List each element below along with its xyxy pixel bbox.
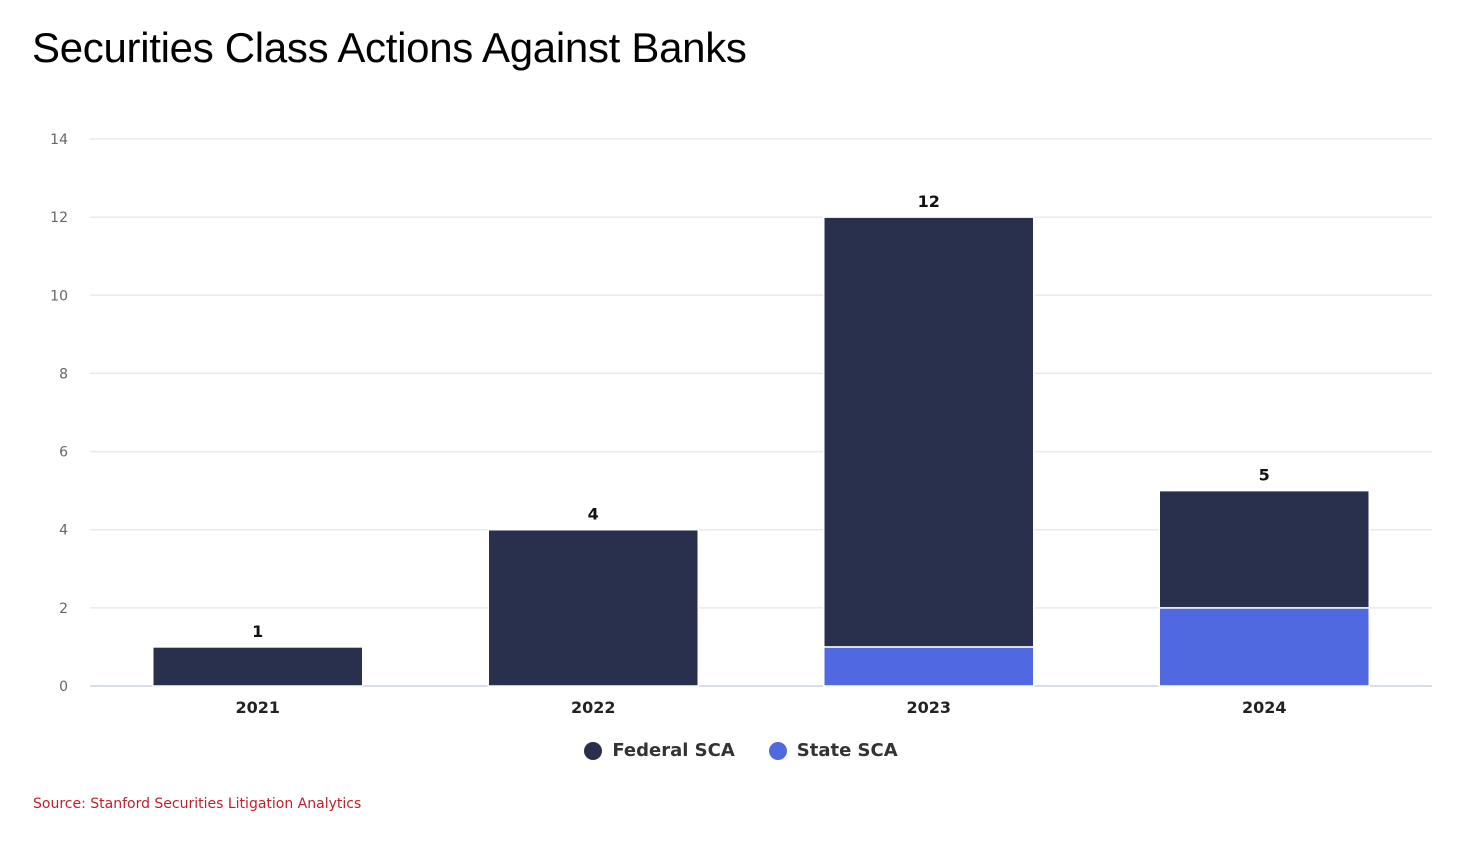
data-label: 1 xyxy=(252,622,263,641)
legend-item-federal[interactable]: Federal SCA xyxy=(584,740,735,761)
bar-segment-federal-sca[interactable] xyxy=(1158,489,1370,609)
bar-segment-state-sca[interactable] xyxy=(1158,607,1370,687)
legend-swatch-state xyxy=(768,741,787,760)
x-category-label: 2021 xyxy=(235,698,280,717)
legend-swatch-federal xyxy=(584,741,603,760)
x-category-label: 2023 xyxy=(906,698,951,717)
bar-segment-state-sca[interactable] xyxy=(823,646,1035,687)
y-tick-label: 2 xyxy=(59,601,68,617)
x-axis-categories: 2021 2022 2023 2024 xyxy=(235,698,1286,717)
data-label: 12 xyxy=(918,192,940,211)
y-tick-label: 8 xyxy=(59,366,68,382)
bar-segment-federal-sca[interactable] xyxy=(487,528,699,687)
bars xyxy=(152,216,1370,687)
y-tick-label: 0 xyxy=(59,679,68,695)
legend-label-federal: Federal SCA xyxy=(612,740,735,761)
bar-segment-federal-sca[interactable] xyxy=(152,646,364,687)
x-category-label: 2022 xyxy=(571,698,616,717)
y-tick-label: 6 xyxy=(59,445,68,461)
legend: Federal SCA State SCA xyxy=(0,740,1468,761)
data-label: 4 xyxy=(588,505,599,524)
x-category-label: 2024 xyxy=(1242,698,1287,717)
source-note: Source: Stanford Securities Litigation A… xyxy=(33,796,362,812)
bar-segment-federal-sca[interactable] xyxy=(823,216,1035,648)
legend-item-state[interactable]: State SCA xyxy=(768,740,898,761)
chart-title: Securities Class Actions Against Banks xyxy=(32,24,747,71)
y-tick-label: 12 xyxy=(50,210,68,226)
data-label: 5 xyxy=(1259,466,1270,485)
y-tick-label: 14 xyxy=(50,132,68,148)
data-labels: 1 4 12 5 xyxy=(252,192,1270,641)
y-tick-label: 10 xyxy=(50,288,68,304)
y-tick-label: 4 xyxy=(59,523,68,539)
legend-label-state: State SCA xyxy=(796,740,898,761)
y-axis-ticks: 0 2 4 6 8 10 12 14 xyxy=(50,132,68,695)
